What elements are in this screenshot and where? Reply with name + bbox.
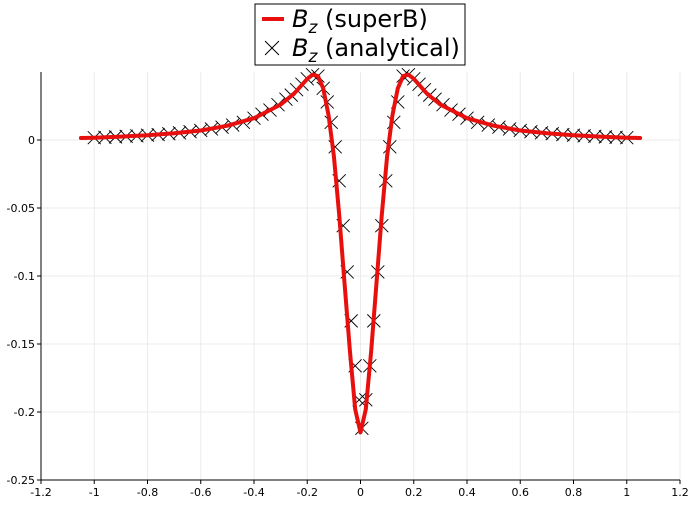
legend-label-analytical: Bz (analytical) bbox=[292, 34, 460, 67]
y-tick-label: -0.15 bbox=[7, 338, 35, 351]
series bbox=[78, 67, 643, 436]
superb-line bbox=[78, 72, 643, 435]
y-tick-label: -0.25 bbox=[7, 474, 35, 487]
x-tick-label: 0.8 bbox=[565, 486, 583, 499]
x-tick-label: 0.2 bbox=[405, 486, 423, 499]
x-tick-label: 0.6 bbox=[512, 486, 530, 499]
y-tick-label: -0.05 bbox=[7, 202, 35, 215]
y-tick-label: -0.1 bbox=[14, 270, 35, 283]
legend-label-superb: Bz (superB) bbox=[292, 5, 428, 38]
legend: Bz (superB) Bz (analytical) bbox=[254, 3, 466, 67]
x-tick-label: 0 bbox=[357, 486, 364, 499]
x-tick-label: -1 bbox=[89, 486, 100, 499]
x-tick-label: -0.4 bbox=[243, 486, 264, 499]
y-tick-label: 0 bbox=[28, 134, 35, 147]
x-tick-label: -0.6 bbox=[190, 486, 211, 499]
grid bbox=[40, 72, 681, 481]
legend-box bbox=[254, 3, 466, 66]
y-tick-label: -0.2 bbox=[14, 406, 35, 419]
x-tick-label: 1 bbox=[623, 486, 630, 499]
x-tick-label: -0.8 bbox=[137, 486, 158, 499]
x-tick-label: 1.2 bbox=[671, 486, 689, 499]
x-tick-label: 0.4 bbox=[458, 486, 476, 499]
tick-labels: -1.2 -1 -0.8 -0.6 -0.4 -0.2 0 0.2 0.4 0.6 0.8 1 1.2 0… bbox=[7, 134, 689, 499]
x-tick-label: -0.2 bbox=[297, 486, 318, 499]
x-tick-label: -1.2 bbox=[30, 486, 51, 499]
legend-x-marker-icon bbox=[264, 40, 280, 56]
